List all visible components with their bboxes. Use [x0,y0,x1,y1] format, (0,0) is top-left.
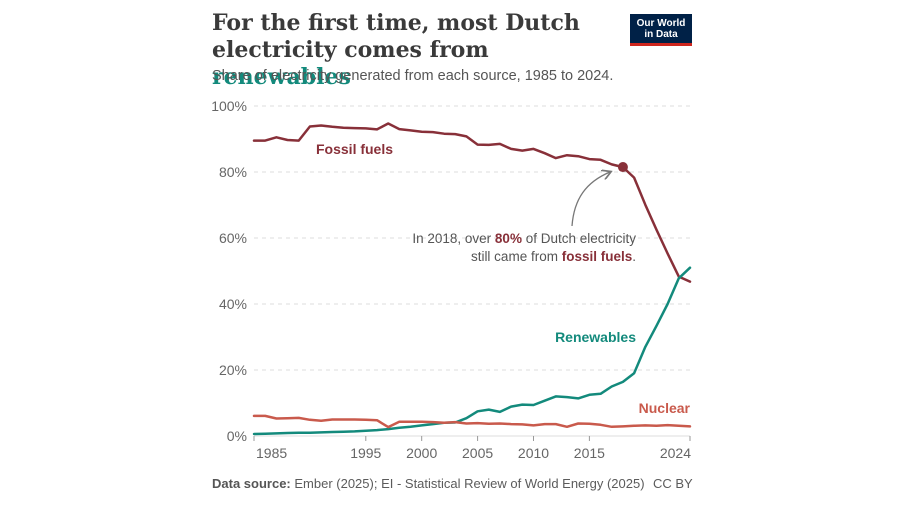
annotation-line-1: In 2018, over 80% of Dutch electricity [412,231,636,246]
data-source-text: Ember (2025); EI - Statistical Review of… [290,476,645,491]
y-tick-label-20: 20% [219,362,247,378]
y-axis-ticks: 0% 20% 40% 60% 80% 100% [211,98,247,444]
x-tick-label-2010: 2010 [518,445,549,461]
logo-line-1: Our World [636,18,686,29]
y-tick-label-100: 100% [211,98,247,114]
license-link[interactable]: CC BY [653,476,693,491]
series-lines [252,122,692,436]
title-line-1: For the first time, most Dutch [212,10,580,36]
chart-subtitle: Share of electricity generated from each… [212,68,614,84]
highlight-point-2018[interactable] [617,162,628,173]
x-tick-label-2024: 2024 [660,445,691,461]
y-tick-label-80: 80% [219,164,247,180]
data-source-label: Data source: [212,476,291,491]
series-label-fossil: Fossil fuels [316,141,393,157]
annotation-line-2: still came from fossil fuels. [471,249,636,264]
x-tick-label-2015: 2015 [574,445,605,461]
y-tick-label-0: 0% [227,428,247,444]
chart-title: For the first time, most Dutch electricit… [212,10,632,91]
owid-logo[interactable]: Our World in Data [630,14,692,46]
y-tick-label-60: 60% [219,230,247,246]
annotation-line-1-prefix: In 2018, over [412,231,495,246]
logo-line-2: in Data [644,29,678,40]
data-source: Data source: Ember (2025); EI - Statisti… [212,476,645,491]
annotation-arrow [571,172,610,227]
annotation-line-2-prefix: still came from [471,249,562,264]
series-label-nuclear: Nuclear [639,400,691,416]
grid-lines [254,105,690,437]
title-line-2-prefix: electricity comes from [212,37,489,63]
title-accent-renewables: renewables [212,64,351,90]
x-tick-label-1985: 1985 [256,445,287,461]
series-label-renewables: Renewables [555,329,636,345]
y-tick-label-40: 40% [219,296,247,312]
series-line-nuclear[interactable] [252,414,692,429]
annotation-highlight-fossil: fossil fuels [562,249,633,264]
x-tick-label-2000: 2000 [406,445,437,461]
x-axis-ticks: 1985 1995 2000 2005 2010 2015 2024 [253,436,691,461]
x-tick-label-2005: 2005 [462,445,493,461]
annotation-highlight-80: 80% [495,231,522,246]
series-line-fossil-fuels[interactable] [252,122,692,283]
annotation-line-1-suffix: of Dutch electricity [522,231,636,246]
annotation-line-2-suffix: . [632,249,636,264]
x-tick-label-1995: 1995 [350,445,381,461]
annotation-arrow-path [571,172,610,227]
series-line-renewables[interactable] [252,266,692,436]
